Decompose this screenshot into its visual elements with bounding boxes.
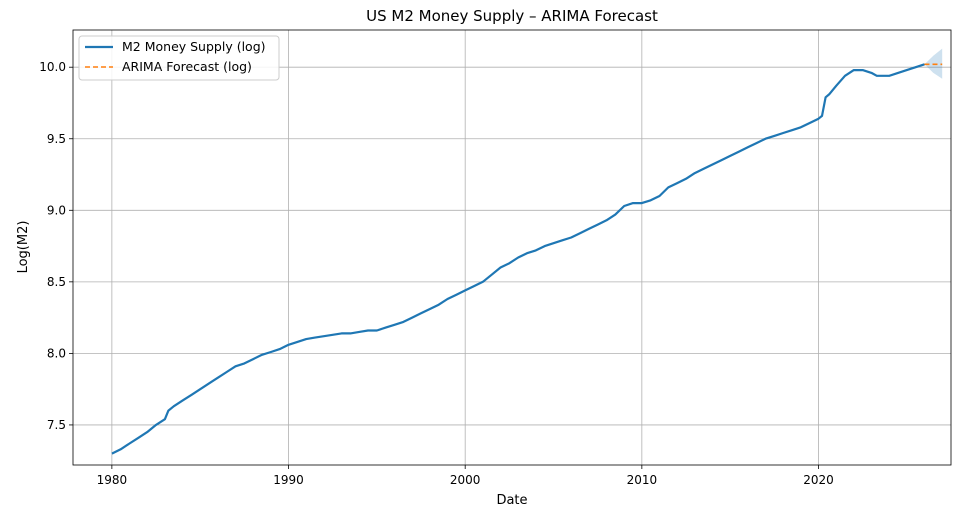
legend: M2 Money Supply (log) ARIMA Forecast (log… (78, 35, 280, 81)
x-axis: 1980 1990 2000 2010 2020 (97, 465, 834, 487)
y-tick-label: 10.0 (39, 60, 66, 74)
x-tick-label: 2020 (803, 473, 834, 487)
x-axis-label: Date (496, 493, 527, 508)
x-tick-label: 2010 (627, 473, 658, 487)
y-axis: 7.5 8.0 8.5 9.0 9.5 10.0 (39, 60, 73, 432)
x-tick-label: 1980 (97, 473, 128, 487)
legend-label: M2 Money Supply (log) (122, 39, 266, 54)
legend-box (78, 35, 280, 81)
y-tick-label: 8.0 (47, 346, 66, 360)
y-tick-label: 7.5 (47, 418, 66, 432)
plot-frame (72, 29, 952, 466)
y-axis-label: Log(M2) (16, 221, 31, 274)
series-line-0 (111, 63, 925, 455)
x-tick-label: 2000 (450, 473, 481, 487)
x-tick-label: 1990 (273, 473, 304, 487)
grid (73, 30, 951, 465)
legend-label: ARIMA Forecast (log) (122, 59, 252, 74)
y-tick-label: 9.5 (47, 132, 66, 146)
y-tick-label: 9.0 (47, 203, 66, 217)
y-tick-label: 8.5 (47, 275, 66, 289)
chart-title: US M2 Money Supply – ARIMA Forecast (366, 7, 658, 25)
series-layer (111, 63, 943, 455)
